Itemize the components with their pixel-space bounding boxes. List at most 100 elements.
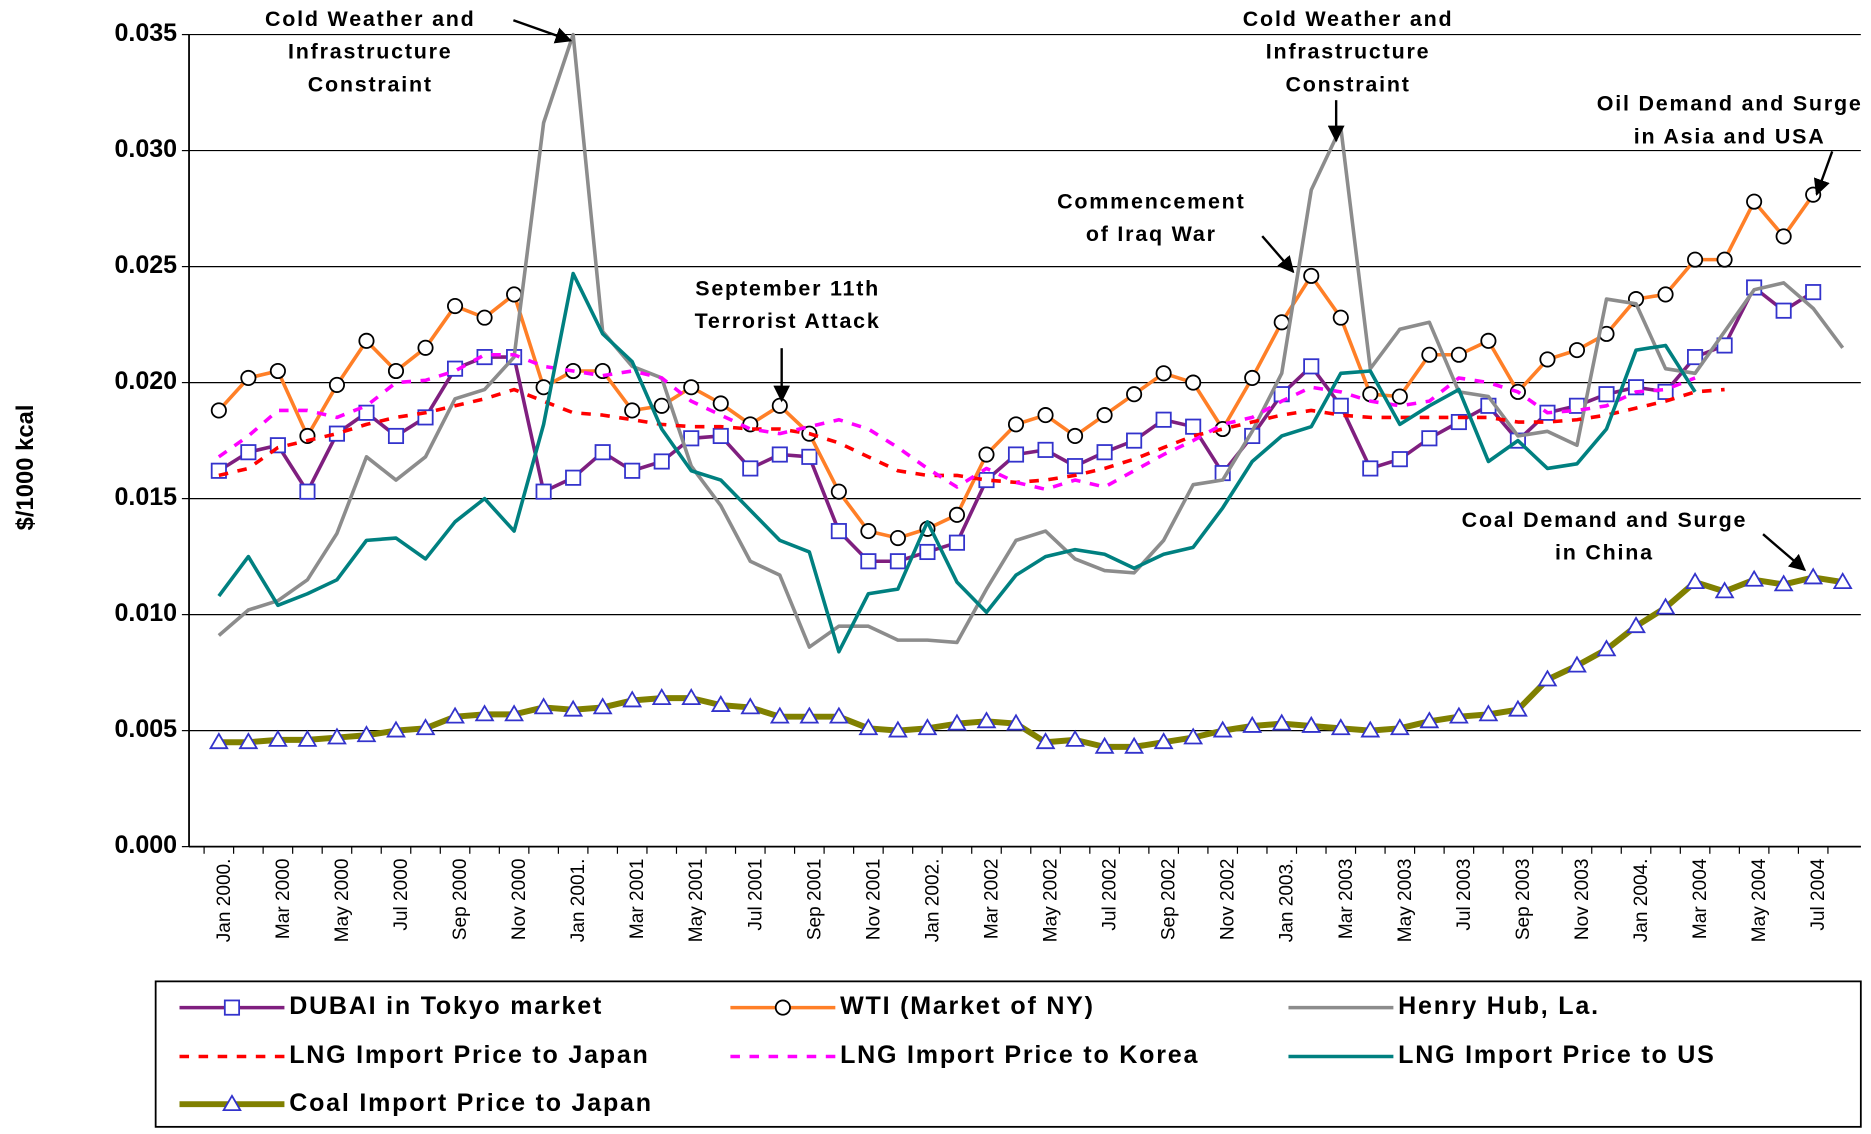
legend-label: Coal Import Price to Japan — [289, 1089, 653, 1117]
marker — [563, 699, 584, 717]
marker — [1687, 251, 1704, 268]
marker — [299, 483, 316, 500]
y-tick-label: 0.025 — [114, 251, 177, 279]
marker — [919, 543, 936, 561]
marker — [976, 711, 997, 729]
marker — [771, 397, 788, 414]
y-tick-label: 0.015 — [114, 483, 177, 511]
marker — [889, 529, 906, 547]
marker — [476, 309, 493, 326]
marker — [624, 402, 641, 419]
legend-item: WTI (Market of NY) — [730, 992, 1093, 1020]
marker — [1362, 460, 1379, 477]
marker — [474, 704, 495, 722]
marker — [948, 534, 966, 551]
series-line — [217, 32, 1845, 649]
marker — [860, 523, 877, 540]
marker — [504, 704, 524, 722]
marker — [1303, 267, 1320, 284]
x-tick-label: May 2004 — [1749, 858, 1770, 942]
annotation: Cold Weather and — [265, 7, 476, 31]
marker — [858, 718, 879, 736]
x-tick-label: Jul 2000 — [391, 859, 412, 931]
marker — [683, 379, 700, 396]
marker — [1185, 374, 1202, 391]
marker — [1273, 314, 1290, 331]
annotation-arrow — [1261, 235, 1295, 274]
annotation: in Asia and USA — [1634, 124, 1826, 148]
marker — [1126, 386, 1143, 403]
marker — [1805, 284, 1822, 301]
marker — [1421, 430, 1438, 447]
annotation: of Iraq War — [1086, 222, 1217, 246]
marker — [1714, 581, 1735, 599]
marker — [1598, 386, 1615, 403]
marker — [1537, 669, 1558, 687]
marker — [1421, 346, 1438, 363]
marker — [1065, 729, 1085, 747]
marker — [565, 469, 582, 486]
marker — [740, 697, 761, 715]
marker — [1568, 342, 1586, 359]
marker — [1155, 411, 1172, 428]
marker — [1626, 616, 1646, 634]
marker — [683, 430, 700, 447]
marker — [830, 523, 847, 540]
annotation: Constraint — [308, 73, 433, 97]
x-tick-label: Mar 2000 — [273, 859, 294, 940]
marker — [624, 462, 641, 479]
marker — [1096, 407, 1113, 424]
marker — [1567, 655, 1587, 673]
marker — [1332, 309, 1349, 326]
marker — [358, 332, 375, 349]
marker — [1391, 388, 1408, 405]
legend-item: Henry Hub, La. — [1288, 992, 1598, 1020]
marker — [1746, 193, 1763, 210]
x-tick-label: May 2000 — [332, 859, 353, 943]
marker — [417, 339, 434, 356]
marker — [1685, 572, 1705, 589]
marker — [1744, 569, 1765, 587]
legend-label: DUBAI in Tokyo market — [289, 992, 603, 1020]
legend-item: DUBAI in Tokyo market — [179, 992, 603, 1020]
marker — [622, 690, 643, 708]
marker — [1480, 332, 1497, 349]
marker — [386, 720, 406, 738]
series — [208, 567, 1853, 754]
x-tick-label: Nov 2000 — [509, 859, 530, 941]
marker — [828, 706, 849, 724]
series — [217, 32, 1845, 649]
marker — [1391, 451, 1408, 468]
marker — [1007, 416, 1025, 433]
marker — [1389, 718, 1410, 736]
marker — [1183, 727, 1204, 745]
marker — [1362, 386, 1379, 403]
marker — [445, 706, 465, 724]
marker — [1067, 458, 1084, 475]
legend-label: LNG Import Price to Japan — [289, 1041, 649, 1069]
marker — [506, 286, 523, 303]
y-tick-label: 0.020 — [114, 367, 177, 395]
marker — [1303, 358, 1320, 375]
annotation: in China — [1555, 541, 1654, 565]
series — [217, 352, 1696, 492]
marker — [1716, 251, 1733, 268]
marker — [889, 553, 906, 570]
marker — [1478, 704, 1499, 722]
series-line — [218, 387, 1725, 485]
marker — [742, 460, 759, 477]
marker — [1450, 346, 1467, 363]
marker — [356, 725, 377, 743]
marker — [1271, 713, 1292, 731]
marker — [240, 444, 257, 461]
marker — [1126, 432, 1143, 449]
legend-label: LNG Import Price to US — [1398, 1041, 1716, 1069]
marker — [1657, 286, 1674, 303]
x-tick-label: Jan 2000. — [214, 859, 235, 943]
x-tick-label: Sep 2001 — [804, 859, 825, 941]
marker — [1330, 718, 1351, 736]
marker — [1596, 639, 1617, 657]
marker — [1067, 427, 1084, 445]
marker — [1212, 720, 1233, 738]
marker — [240, 369, 257, 387]
